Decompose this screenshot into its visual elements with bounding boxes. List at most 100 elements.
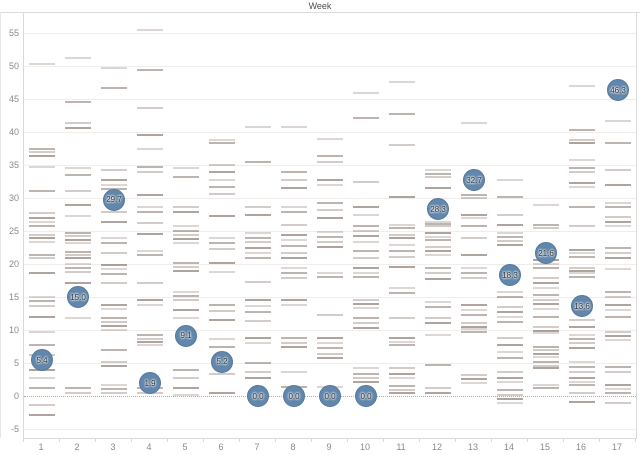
gantt-mark[interactable] — [317, 240, 343, 243]
gantt-mark[interactable] — [209, 309, 235, 312]
gantt-mark[interactable] — [389, 243, 415, 246]
gantt-mark[interactable] — [65, 190, 91, 193]
gantt-mark[interactable] — [317, 230, 343, 233]
gantt-mark[interactable] — [389, 233, 415, 236]
gantt-mark[interactable] — [209, 303, 235, 306]
gantt-mark[interactable] — [497, 311, 523, 314]
gantt-mark[interactable] — [29, 150, 55, 153]
gantt-mark[interactable] — [209, 237, 235, 240]
gantt-mark[interactable] — [65, 204, 91, 207]
gantt-mark[interactable] — [137, 250, 163, 253]
gantt-mark[interactable] — [569, 205, 595, 208]
gantt-mark[interactable] — [317, 245, 343, 248]
gantt-mark[interactable] — [461, 237, 487, 240]
circle-mark[interactable]: 0.0 — [247, 385, 269, 407]
gantt-mark[interactable] — [389, 195, 415, 198]
circle-mark[interactable]: 9.1 — [175, 324, 197, 347]
gantt-mark[interactable] — [137, 170, 163, 173]
circle-mark[interactable]: 5.4 — [31, 349, 53, 372]
gantt-mark[interactable] — [281, 170, 307, 173]
gantt-mark[interactable] — [353, 92, 379, 95]
gantt-mark[interactable] — [461, 197, 487, 199]
gantt-mark[interactable] — [425, 235, 451, 238]
gantt-mark[interactable] — [29, 296, 55, 298]
gantt-mark[interactable] — [29, 330, 55, 333]
gantt-mark[interactable] — [281, 272, 307, 275]
gantt-mark[interactable] — [389, 255, 415, 258]
gantt-mark[interactable] — [353, 235, 379, 238]
gantt-mark[interactable] — [65, 254, 91, 257]
gantt-mark[interactable] — [497, 371, 523, 374]
gantt-mark[interactable] — [425, 363, 451, 366]
gantt-mark[interactable] — [65, 235, 91, 238]
gantt-mark[interactable] — [425, 387, 451, 390]
gantt-mark[interactable] — [209, 138, 235, 141]
gantt-mark[interactable] — [29, 272, 55, 275]
gantt-mark[interactable] — [209, 262, 235, 265]
gantt-mark[interactable] — [569, 249, 595, 252]
gantt-mark[interactable] — [245, 336, 271, 339]
gantt-mark[interactable] — [245, 231, 271, 234]
gantt-mark[interactable] — [461, 313, 487, 316]
gantt-mark[interactable] — [389, 224, 415, 227]
gantt-mark[interactable] — [605, 371, 631, 374]
gantt-mark[interactable] — [65, 270, 91, 273]
gantt-mark[interactable] — [605, 309, 631, 312]
gantt-mark[interactable] — [317, 202, 343, 205]
gantt-mark[interactable] — [353, 327, 379, 330]
circle-mark[interactable]: 0.0 — [283, 385, 305, 407]
gantt-mark[interactable] — [281, 210, 307, 213]
gantt-mark[interactable] — [497, 351, 523, 354]
gantt-mark[interactable] — [245, 280, 271, 283]
gantt-mark[interactable] — [353, 276, 379, 279]
gantt-mark[interactable] — [173, 241, 199, 244]
gantt-mark[interactable] — [101, 268, 127, 271]
gantt-mark[interactable] — [353, 303, 379, 306]
circle-mark[interactable]: 1.9 — [139, 372, 161, 395]
gantt-mark[interactable] — [353, 214, 379, 217]
gantt-mark[interactable] — [461, 325, 487, 328]
gantt-mark[interactable] — [569, 85, 595, 88]
gantt-mark[interactable] — [353, 377, 379, 380]
gantt-mark[interactable] — [65, 57, 91, 60]
gantt-mark[interactable] — [137, 193, 163, 196]
gantt-mark[interactable] — [101, 325, 127, 328]
circle-mark[interactable]: 5.2 — [211, 350, 233, 373]
gantt-mark[interactable] — [137, 340, 163, 343]
gantt-mark[interactable] — [497, 321, 523, 324]
gantt-mark[interactable] — [173, 233, 199, 236]
gantt-mark[interactable] — [533, 329, 559, 332]
gantt-mark[interactable] — [497, 336, 523, 339]
gantt-mark[interactable] — [461, 377, 487, 380]
gantt-mark[interactable] — [137, 299, 163, 302]
gantt-mark[interactable] — [461, 225, 487, 228]
gantt-mark[interactable] — [569, 325, 595, 328]
gantt-mark[interactable] — [425, 391, 451, 394]
gantt-mark[interactable] — [317, 235, 343, 238]
gantt-mark[interactable] — [425, 231, 451, 234]
gantt-mark[interactable] — [605, 220, 631, 223]
gantt-mark[interactable] — [497, 243, 523, 246]
gantt-mark[interactable] — [245, 257, 271, 260]
gantt-mark[interactable] — [245, 342, 271, 345]
gantt-mark[interactable] — [569, 225, 595, 228]
gantt-mark[interactable] — [389, 144, 415, 147]
gantt-mark[interactable] — [173, 393, 199, 396]
gantt-mark[interactable] — [65, 167, 91, 170]
gantt-mark[interactable] — [569, 319, 595, 322]
gantt-mark[interactable] — [389, 237, 415, 240]
gantt-mark[interactable] — [209, 247, 235, 250]
gantt-mark[interactable] — [137, 28, 163, 31]
gantt-mark[interactable] — [461, 214, 487, 217]
gantt-mark[interactable] — [29, 414, 55, 417]
circle-mark[interactable]: 29.7 — [103, 188, 125, 211]
gantt-mark[interactable] — [101, 237, 127, 240]
gantt-mark[interactable] — [281, 206, 307, 209]
gantt-mark[interactable] — [569, 171, 595, 174]
gantt-mark[interactable] — [497, 305, 523, 308]
gantt-mark[interactable] — [209, 142, 235, 145]
gantt-mark[interactable] — [137, 232, 163, 235]
gantt-mark[interactable] — [605, 387, 631, 390]
gantt-mark[interactable] — [101, 307, 127, 310]
gantt-mark[interactable] — [29, 343, 55, 346]
